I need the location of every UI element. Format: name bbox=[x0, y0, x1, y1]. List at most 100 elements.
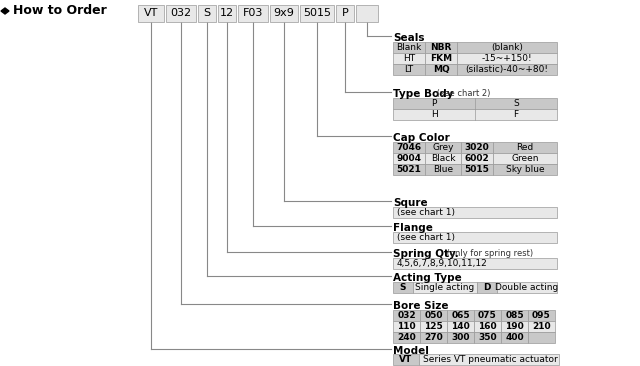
Text: Acting Type: Acting Type bbox=[393, 273, 461, 283]
Bar bbox=[447, 332, 474, 343]
Text: Black: Black bbox=[431, 154, 455, 163]
Text: Red: Red bbox=[516, 143, 534, 152]
Text: Green: Green bbox=[511, 154, 539, 163]
Text: 075: 075 bbox=[478, 311, 497, 320]
Text: Grey: Grey bbox=[432, 143, 454, 152]
Text: S: S bbox=[400, 283, 406, 292]
Text: Bore Size: Bore Size bbox=[393, 301, 449, 311]
Bar bbox=[393, 142, 425, 153]
Bar bbox=[461, 164, 493, 175]
Bar bbox=[461, 153, 493, 164]
Text: D: D bbox=[483, 283, 491, 292]
Text: VT: VT bbox=[144, 8, 158, 19]
Text: H: H bbox=[431, 110, 437, 119]
Text: 110: 110 bbox=[397, 322, 416, 331]
Bar bbox=[300, 5, 334, 22]
Bar bbox=[474, 310, 501, 321]
Bar bbox=[393, 207, 557, 218]
Bar bbox=[425, 53, 457, 64]
Text: (see chart 1): (see chart 1) bbox=[397, 233, 455, 242]
Text: Blank: Blank bbox=[396, 43, 422, 52]
Bar bbox=[419, 354, 559, 365]
Text: MQ: MQ bbox=[433, 65, 449, 74]
Polygon shape bbox=[1, 8, 9, 14]
Text: 270: 270 bbox=[424, 333, 443, 342]
Text: How to Order: How to Order bbox=[13, 4, 107, 18]
Text: 7046: 7046 bbox=[396, 143, 422, 152]
Bar bbox=[420, 332, 447, 343]
Text: 032: 032 bbox=[397, 311, 416, 320]
Text: (only for spring rest): (only for spring rest) bbox=[444, 249, 532, 258]
Text: 300: 300 bbox=[451, 333, 470, 342]
Text: LT: LT bbox=[404, 65, 413, 74]
Bar bbox=[393, 354, 419, 365]
Bar bbox=[198, 5, 216, 22]
Text: 5015: 5015 bbox=[465, 165, 490, 174]
Text: 4,5,6,7,8,9,10,11,12: 4,5,6,7,8,9,10,11,12 bbox=[397, 259, 488, 268]
Text: 5021: 5021 bbox=[397, 165, 421, 174]
Bar bbox=[501, 332, 528, 343]
Text: 240: 240 bbox=[397, 333, 416, 342]
Bar bbox=[393, 332, 420, 343]
Text: 6002: 6002 bbox=[465, 154, 490, 163]
Bar bbox=[393, 42, 425, 53]
Text: 032: 032 bbox=[170, 8, 191, 19]
Bar bbox=[528, 332, 555, 343]
Text: 095: 095 bbox=[532, 311, 551, 320]
Bar bbox=[493, 153, 557, 164]
Bar bbox=[393, 258, 557, 269]
Text: Type Body: Type Body bbox=[393, 89, 454, 99]
Text: Blue: Blue bbox=[433, 165, 453, 174]
Text: Squre: Squre bbox=[393, 198, 428, 208]
Text: 3020: 3020 bbox=[465, 143, 490, 152]
Text: 210: 210 bbox=[532, 322, 551, 331]
Bar bbox=[393, 64, 425, 75]
Text: (see chart 2): (see chart 2) bbox=[435, 89, 491, 98]
Text: Series VT pneumatic actuator: Series VT pneumatic actuator bbox=[423, 355, 557, 364]
Text: FKM: FKM bbox=[430, 54, 452, 63]
Text: S: S bbox=[513, 99, 519, 108]
Text: F: F bbox=[513, 110, 518, 119]
Text: 9x9: 9x9 bbox=[273, 8, 294, 19]
Text: 350: 350 bbox=[478, 333, 497, 342]
Text: 050: 050 bbox=[424, 311, 443, 320]
Bar bbox=[474, 332, 501, 343]
Text: Spring Qty.: Spring Qty. bbox=[393, 249, 459, 259]
Text: 125: 125 bbox=[424, 322, 443, 331]
Bar bbox=[238, 5, 268, 22]
Bar bbox=[393, 321, 420, 332]
Bar bbox=[393, 153, 425, 164]
Bar bbox=[425, 42, 457, 53]
Text: S: S bbox=[204, 8, 211, 19]
Bar bbox=[493, 142, 557, 153]
Bar bbox=[501, 321, 528, 332]
Text: HT: HT bbox=[403, 54, 415, 63]
Bar bbox=[457, 42, 557, 53]
Text: Single acting: Single acting bbox=[415, 283, 475, 292]
Bar bbox=[493, 164, 557, 175]
Text: (blank): (blank) bbox=[491, 43, 523, 52]
Bar bbox=[447, 321, 474, 332]
Text: (see chart 1): (see chart 1) bbox=[397, 208, 455, 217]
Text: Double acting: Double acting bbox=[495, 283, 559, 292]
Bar bbox=[393, 109, 557, 120]
Bar bbox=[497, 282, 557, 293]
Text: 9004: 9004 bbox=[397, 154, 422, 163]
Text: 12: 12 bbox=[220, 8, 234, 19]
Text: Model: Model bbox=[393, 346, 429, 356]
Text: -15~+150!: -15~+150! bbox=[482, 54, 532, 63]
Text: 400: 400 bbox=[505, 333, 524, 342]
Bar bbox=[477, 282, 497, 293]
Bar bbox=[457, 53, 557, 64]
Bar bbox=[166, 5, 196, 22]
Bar bbox=[420, 310, 447, 321]
Text: 160: 160 bbox=[478, 322, 497, 331]
Text: 140: 140 bbox=[451, 322, 470, 331]
Text: 085: 085 bbox=[505, 311, 524, 320]
Text: P: P bbox=[431, 99, 436, 108]
Bar bbox=[413, 282, 477, 293]
Bar bbox=[420, 321, 447, 332]
Bar bbox=[393, 164, 425, 175]
Text: Flange: Flange bbox=[393, 223, 433, 233]
Bar bbox=[393, 282, 413, 293]
